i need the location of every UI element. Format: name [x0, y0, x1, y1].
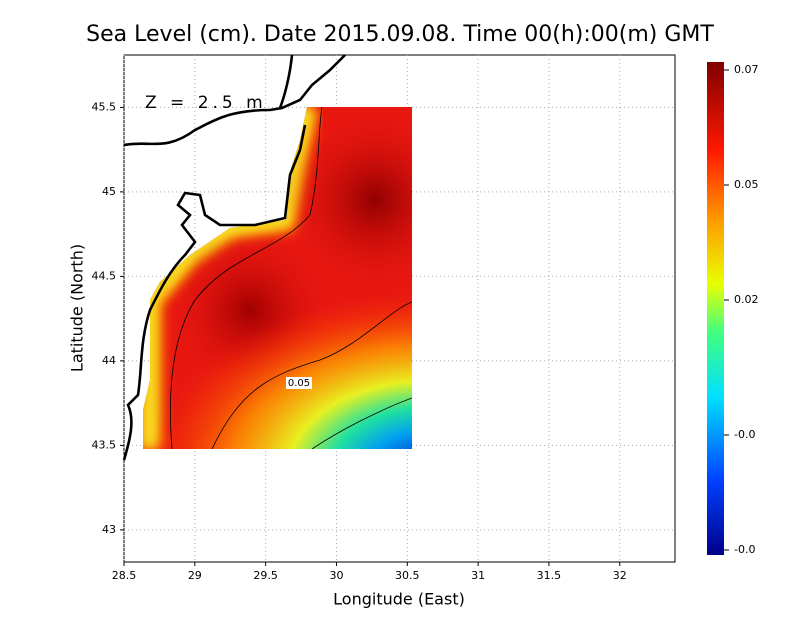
- y-axis-label: Latitude (North): [68, 244, 87, 372]
- x-tick-label: 31: [471, 569, 485, 582]
- colorbar-tick-label: -0.0: [734, 543, 755, 556]
- y-tick-label: 43: [102, 523, 116, 536]
- x-axis-label: Longitude (East): [333, 590, 465, 609]
- x-tick-label: 29.5: [253, 569, 278, 582]
- x-tick-label: 31.5: [537, 569, 562, 582]
- coastline: [122, 54, 346, 461]
- x-tick-label: 29: [188, 569, 202, 582]
- depth-annotation: Z = 2.5 m: [145, 93, 267, 113]
- y-tick-label: 45.5: [92, 100, 117, 113]
- colorbar-tick-label: 0.07: [734, 63, 759, 76]
- colorbar-tick-label: 0.05: [734, 178, 759, 191]
- x-tick-label: 28.5: [112, 569, 137, 582]
- colorbar-tick-label: -0.0: [734, 428, 755, 441]
- y-tick-label: 44: [102, 354, 116, 367]
- x-tick-label: 30.5: [395, 569, 420, 582]
- y-tick-label: 43.5: [92, 438, 117, 451]
- chart-title: Sea Level (cm). Date 2015.09.08. Time 00…: [86, 22, 714, 47]
- colorbar: [707, 62, 724, 555]
- x-tick-label: 30: [329, 569, 343, 582]
- contour-label-bg: [286, 377, 312, 389]
- contour-label: 0.05: [288, 378, 310, 389]
- y-tick-label: 44.5: [92, 269, 117, 282]
- x-tick-label: 32: [613, 569, 627, 582]
- y-tick-label: 45: [102, 185, 116, 198]
- colorbar-tick-label: 0.02: [734, 293, 759, 306]
